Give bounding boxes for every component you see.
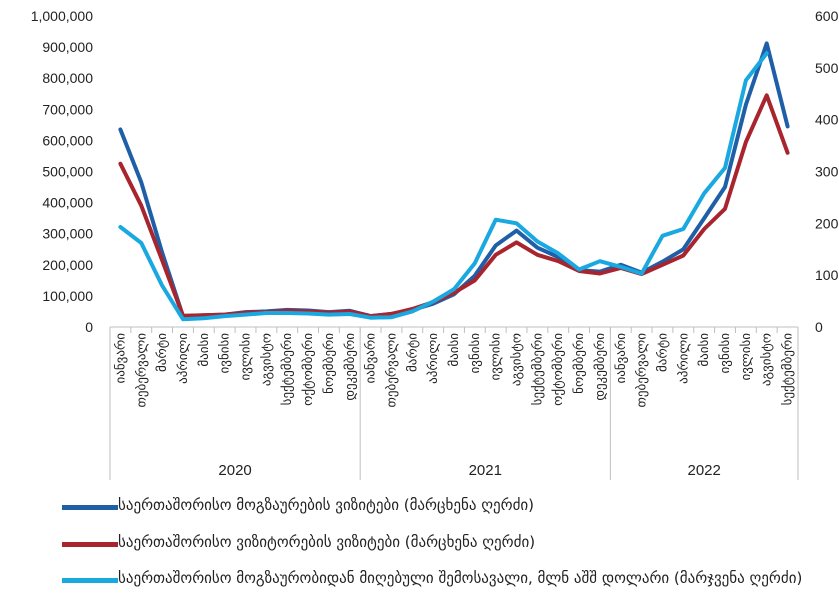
x-tick-label: თებერვალი: [134, 333, 149, 408]
right-tick-label: 400: [815, 112, 839, 128]
x-tick-label: ივნისი: [218, 333, 233, 374]
x-tick-label: იანვარი: [113, 333, 128, 384]
left-axis-ticks: 0 100,000 200,000 300,000 400,000 500,000 600,…: [31, 8, 94, 335]
legend: საერთაშორისო მოგზაურების ვიზიტები (მარცხ…: [0, 480, 839, 615]
right-tick-label: 600: [815, 8, 839, 24]
series-lines: [118, 41, 790, 322]
left-tick-label: 900,000: [42, 39, 93, 55]
legend-label: საერთაშორისო მოგზაურების ვიზიტები (მარცხ…: [118, 496, 535, 514]
right-tick-label: 0: [815, 319, 823, 335]
right-tick-label: 300: [815, 164, 839, 180]
left-tick-label: 700,000: [42, 101, 93, 117]
year-label: 2022: [687, 462, 720, 479]
x-tick-label: აგვისტო: [510, 333, 525, 386]
legend-swatch-red: [62, 542, 118, 547]
left-tick-label: 0: [85, 319, 93, 335]
x-tick-label: ოქტომბერი: [301, 333, 316, 406]
x-tick-label: დეკემბერი: [343, 333, 358, 401]
x-tick-label: ოქტომბერი: [551, 333, 566, 406]
series-line-1: [118, 93, 790, 319]
x-tick-label: ნოემბერი: [322, 333, 337, 394]
left-tick-label: 300,000: [42, 226, 93, 242]
x-tick-label: ნოემბერი: [572, 333, 587, 394]
right-tick-label: 500: [815, 60, 839, 76]
legend-item-travel-visits: საერთაშორისო მოგზაურების ვიზიტები (მარცხ…: [62, 496, 838, 515]
x-tick-label: აპრილი: [426, 333, 441, 384]
left-tick-label: 100,000: [42, 288, 93, 304]
year-label: 2021: [469, 462, 502, 479]
x-tick-label: აპრილი: [176, 333, 191, 384]
x-tick-label: ივნისი: [468, 333, 483, 374]
right-tick-label: 200: [815, 215, 839, 231]
x-tick-label: ივნისი: [718, 333, 733, 374]
x-tick-label: აგვისტო: [760, 333, 775, 386]
x-tick-label: იანვარი: [614, 333, 629, 384]
x-tick-label: ივლისი: [489, 333, 504, 381]
left-tick-label: 600,000: [42, 132, 93, 148]
legend-label: საერთაშორისო ვიზიტორების ვიზიტები (მარცხ…: [118, 533, 536, 551]
x-tick-label: სექტემბერი: [781, 333, 796, 406]
x-tick-label: დეკემბერი: [593, 333, 608, 401]
x-tick-label: ივლისი: [739, 333, 754, 381]
x-tick-label: იანვარი: [364, 333, 379, 384]
legend-swatch-dark-blue: [62, 505, 118, 510]
x-tick-label: თებერვალი: [384, 333, 399, 408]
x-tick-label: აგვისტო: [259, 333, 274, 386]
x-tick-label: მაისი: [197, 333, 212, 367]
x-tick-label: სექტემბერი: [530, 333, 545, 406]
legend-item-revenue: საერთაშორისო მოგზაურობიდან მიღებული შემო…: [62, 569, 838, 588]
left-tick-label: 800,000: [42, 70, 93, 86]
legend-swatch-light-blue: [62, 578, 118, 583]
left-tick-label: 500,000: [42, 164, 93, 180]
x-tick-label: მარტი: [655, 333, 670, 372]
x-tick-label: მაისი: [447, 333, 462, 367]
series-line-2: [118, 51, 769, 322]
x-tick-label: მარტი: [155, 333, 170, 372]
left-tick-label: 200,000: [42, 257, 93, 273]
x-tick-label: ივლისი: [239, 333, 254, 381]
series-line-0: [118, 41, 790, 319]
right-axis-ticks: 0 100 200 300 400 500 600: [815, 8, 839, 335]
legend-label: საერთაშორისო მოგზაურობიდან მიღებული შემო…: [118, 569, 803, 587]
left-tick-label: 1,000,000: [31, 8, 93, 24]
chart: 0 100,000 200,000 300,000 400,000 500,000 600,…: [31, 8, 839, 480]
legend-item-visitor-visits: საერთაშორისო ვიზიტორების ვიზიტები (მარცხ…: [62, 533, 838, 552]
right-tick-label: 100: [815, 267, 839, 283]
x-tick-label: აპრილი: [676, 333, 691, 384]
x-axis: იანვარი თებერვალი მარტი აპრილი მაისი ივნისი ივ…: [109, 326, 799, 480]
x-tick-label: თებერვალი: [635, 333, 650, 408]
x-tick-label: მარტი: [405, 333, 420, 372]
year-label: 2020: [218, 462, 251, 479]
left-tick-label: 400,000: [42, 195, 93, 211]
x-tick-label: მაისი: [697, 333, 712, 367]
x-tick-label: სექტემბერი: [280, 333, 295, 406]
